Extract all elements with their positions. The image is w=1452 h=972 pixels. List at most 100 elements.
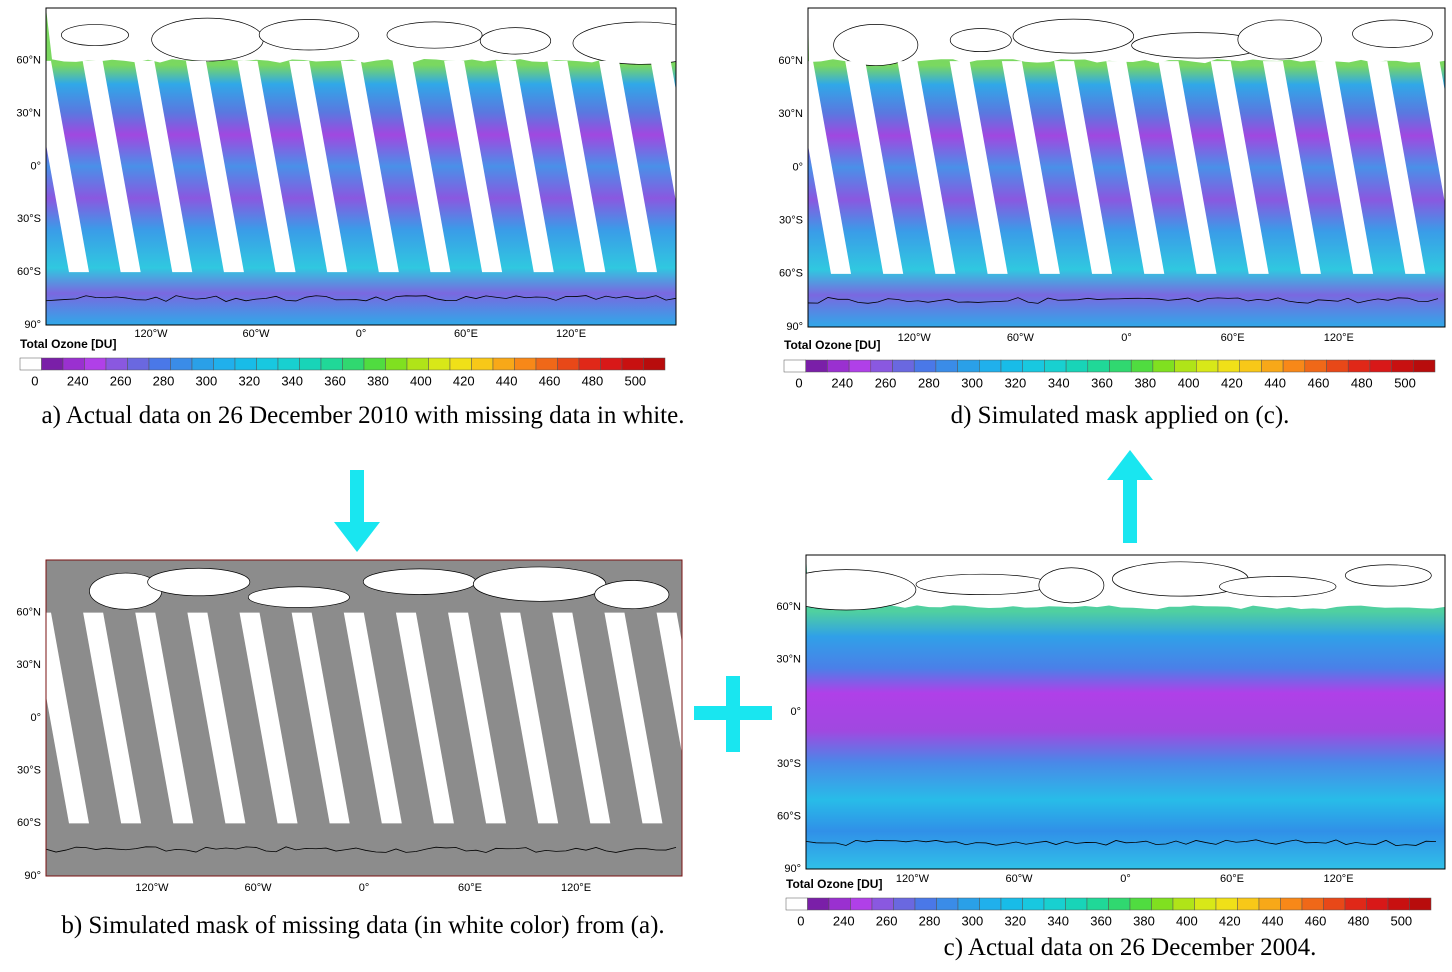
land-mass xyxy=(915,573,1050,595)
missing-swath xyxy=(1210,61,1269,274)
colorbar-label: 240 xyxy=(67,373,89,388)
colorbar-label: 460 xyxy=(1308,375,1330,390)
missing-swath xyxy=(135,612,194,824)
colorbar-label: 460 xyxy=(1305,913,1327,928)
colorbar-box xyxy=(1323,897,1346,911)
colorbar-box xyxy=(1391,359,1414,373)
lat-label: 30°N xyxy=(16,108,41,120)
missing-swath xyxy=(949,61,1008,274)
colorbar-box xyxy=(1152,359,1175,373)
colorbar-box xyxy=(1237,897,1260,911)
colorbar-label: 240 xyxy=(833,913,855,928)
colorbar-box xyxy=(1239,359,1262,373)
colorbar-box xyxy=(1215,897,1238,911)
colorbar-box xyxy=(320,357,343,371)
colorbar-box xyxy=(1261,359,1284,373)
land-mass xyxy=(386,21,483,49)
coastline xyxy=(808,297,1439,304)
colorbar-box xyxy=(428,357,451,371)
colorbar-box xyxy=(957,897,980,911)
colorbar-box xyxy=(848,359,872,373)
colorbar-box xyxy=(1086,897,1109,911)
colorbar-label: 400 xyxy=(1178,375,1200,390)
lat-label: 90° xyxy=(24,870,41,882)
missing-swath xyxy=(395,612,454,824)
lon-label: 60°E xyxy=(454,328,478,340)
panel-caption: d) Simulated mask applied on (c). xyxy=(950,402,1290,429)
colorbar-label: 440 xyxy=(1264,375,1286,390)
colorbar-box xyxy=(1369,359,1392,373)
colorbar-label: 400 xyxy=(1176,913,1198,928)
colorbar-box xyxy=(535,357,558,371)
land-mass xyxy=(833,24,919,66)
colorbar-box xyxy=(234,357,257,371)
colorbar-box xyxy=(935,359,958,373)
map-area xyxy=(46,8,676,325)
colorbar-box xyxy=(191,357,214,371)
missing-swath xyxy=(599,60,658,273)
colorbar-box xyxy=(127,357,150,371)
lat-label: 0° xyxy=(790,706,801,718)
colorbar-title: Total Ozone [DU] xyxy=(784,338,880,352)
colorbar-label: 480 xyxy=(1351,375,1373,390)
colorbar-label: 440 xyxy=(1262,913,1284,928)
land-mass xyxy=(1344,564,1432,587)
lon-label: 0° xyxy=(1120,873,1131,885)
map-frame xyxy=(45,559,683,877)
colorbar-box xyxy=(105,357,128,371)
colorbar-label: 320 xyxy=(1004,913,1026,928)
missing-swath xyxy=(185,60,244,273)
colorbar-label: 240 xyxy=(831,375,853,390)
land-mass xyxy=(247,586,350,608)
colorbar-box xyxy=(805,359,828,373)
lat-label: 30°S xyxy=(17,765,41,777)
colorbar-box xyxy=(170,357,193,371)
colorbar-label: 280 xyxy=(153,373,175,388)
colorbar-label: 480 xyxy=(1348,913,1370,928)
land-mass xyxy=(151,17,264,62)
colorbar-label: 360 xyxy=(324,373,346,388)
colorbar-box xyxy=(1000,897,1023,911)
map-area xyxy=(806,555,1445,869)
lon-label: 0° xyxy=(356,328,367,340)
lat-label: 30°S xyxy=(777,758,801,770)
colorbar-label: 260 xyxy=(876,913,898,928)
colorbar-box xyxy=(1194,897,1217,911)
lat-label: 60°S xyxy=(777,811,801,823)
lon-label: 60°E xyxy=(458,882,482,894)
colorbar-box xyxy=(785,897,808,911)
colorbar-label: 480 xyxy=(582,373,604,388)
missing-swath xyxy=(187,612,246,824)
lon-label: 120°E xyxy=(556,328,586,340)
colorbar-box xyxy=(807,897,830,911)
colorbar-label: 300 xyxy=(196,373,218,388)
map-panel: 60°N 30°N 0° 30°S 60°S 90° 120°W 60°W 0° 60°E 120°… xyxy=(16,7,677,388)
missing-swath xyxy=(134,60,193,273)
colorbar-label: 380 xyxy=(1133,913,1155,928)
missing-swath xyxy=(444,60,503,273)
colorbar-box xyxy=(363,357,386,371)
panel-caption: b) Simulated mask of missing data (in wh… xyxy=(61,912,665,939)
colorbar-box xyxy=(1387,897,1410,911)
colorbar-label: 320 xyxy=(238,373,260,388)
colorbar-label: 400 xyxy=(410,373,432,388)
colorbar-label: 500 xyxy=(1394,375,1416,390)
colorbar-label: 500 xyxy=(1390,913,1412,928)
colorbar-label: 500 xyxy=(624,373,646,388)
colorbar-box xyxy=(1217,359,1240,373)
colorbar-box xyxy=(1087,359,1110,373)
lon-label: 60°E xyxy=(1221,332,1245,344)
missing-swath xyxy=(552,612,611,824)
colorbar-label: 460 xyxy=(539,373,561,388)
lon-label: 60°W xyxy=(1005,873,1033,885)
lat-label: 30°S xyxy=(17,213,41,225)
land-mass xyxy=(949,28,1012,53)
missing-swath xyxy=(343,612,402,824)
missing-swath xyxy=(547,60,606,273)
colorbar-box xyxy=(41,357,64,371)
missing-swath xyxy=(392,60,451,273)
colorbar-box xyxy=(1258,897,1281,911)
land-mass xyxy=(1038,567,1105,604)
missing-swath xyxy=(448,612,507,824)
